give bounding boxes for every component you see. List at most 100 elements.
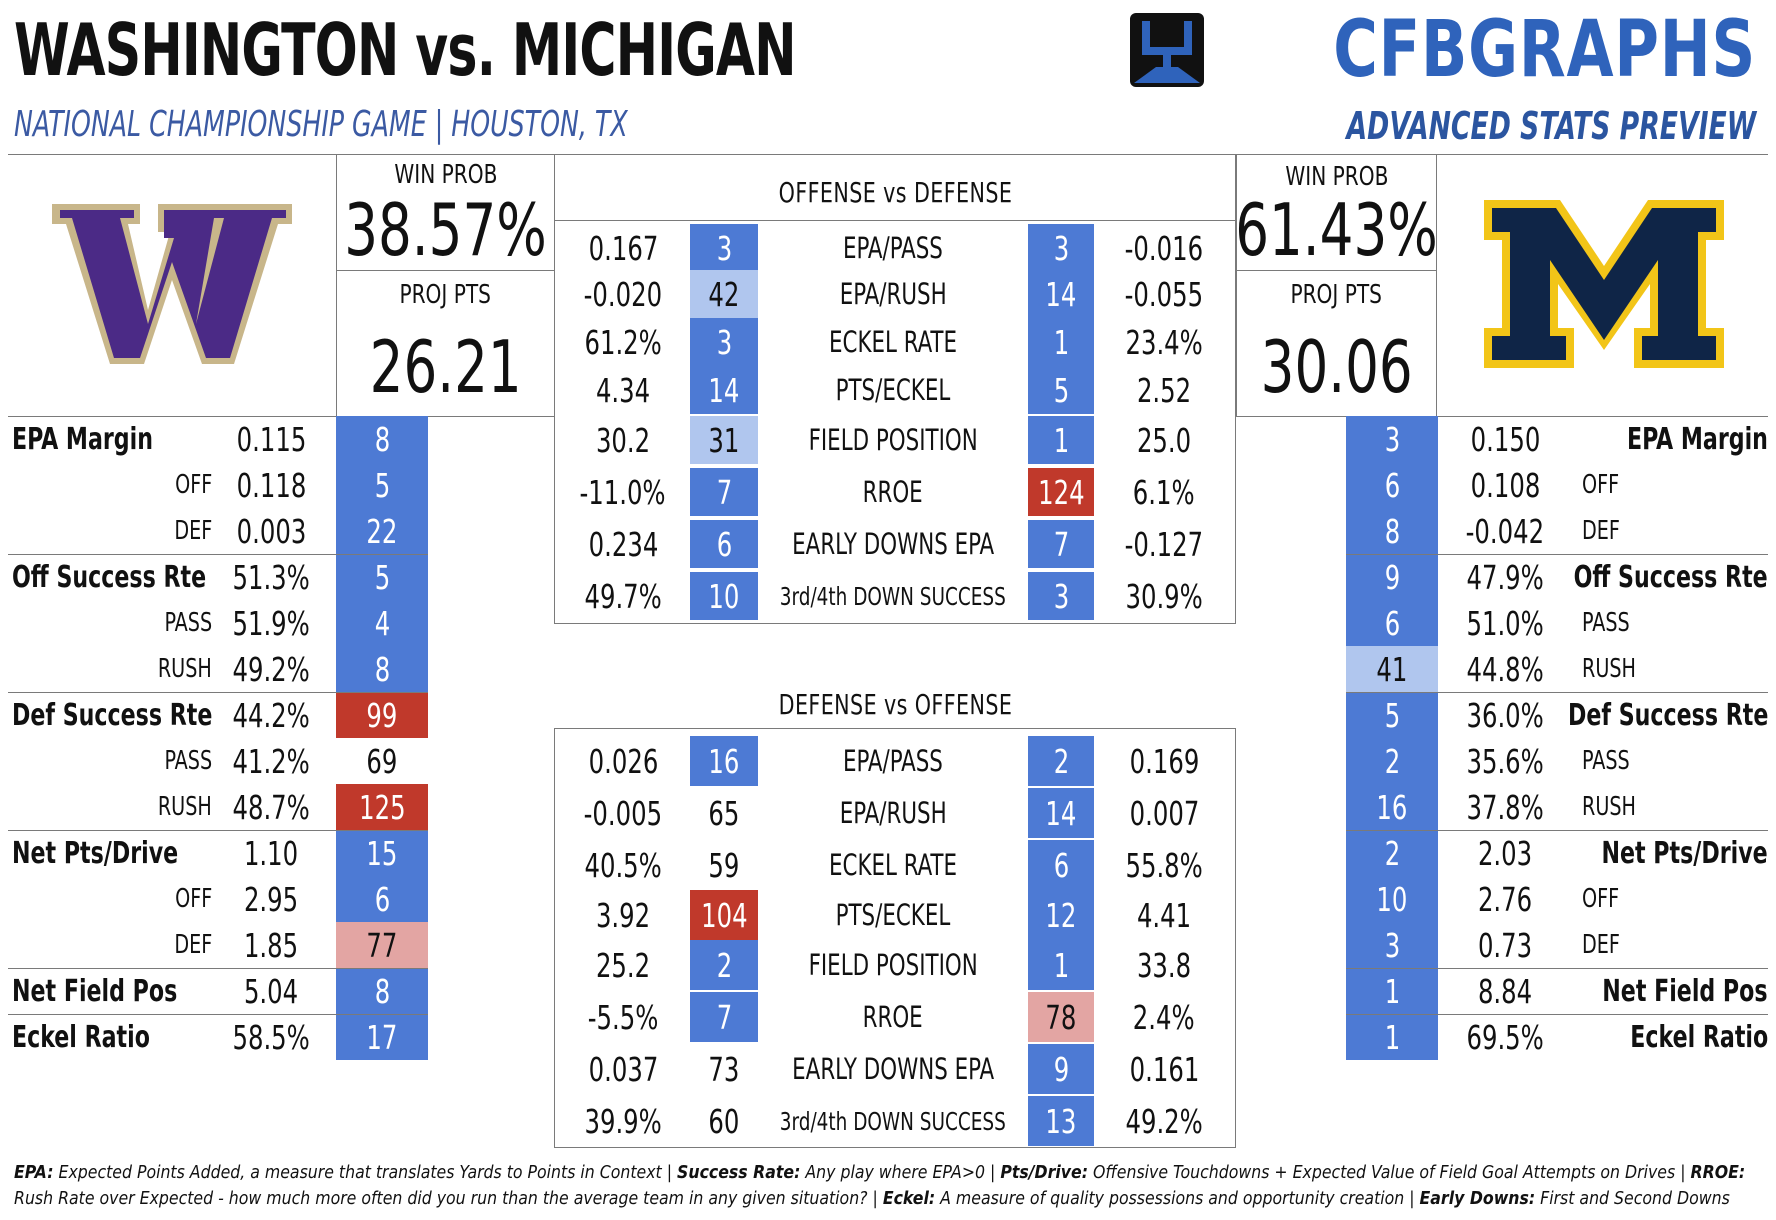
mich-stat-label-text: Def Success Rte — [1567, 697, 1768, 733]
wash-stat-value: 0.115 — [206, 416, 336, 462]
mich-matchup-value: 25.0 — [1094, 416, 1234, 464]
mich-stat-label-text: Net Field Pos — [1602, 973, 1768, 1009]
wash-matchup-rank-text: 2 — [716, 945, 732, 985]
mich-stat-rank: 2 — [1346, 738, 1438, 784]
footnote-term: Success Rate: — [677, 1163, 801, 1183]
wash-stat-label-text: PASS — [164, 608, 212, 638]
glossary-footnote: EPA: Expected Points Added, a measure th… — [14, 1160, 1762, 1212]
mich-matchup-rank-text: 13 — [1045, 1101, 1077, 1141]
mich-stat-rank: 2 — [1346, 830, 1438, 876]
mich-matchup-value: -0.127 — [1094, 520, 1234, 568]
mich-stat-value: -0.042 — [1440, 508, 1570, 554]
wash-stat-label: Net Field Pos — [12, 968, 232, 1014]
mich-stat-rank-text: 5 — [1384, 695, 1400, 735]
mich-stat-rank-text: 3 — [1384, 419, 1400, 459]
wash-matchup-value-text: 49.7% — [584, 576, 662, 616]
mich-stat-label-text: Eckel Ratio — [1630, 1019, 1768, 1055]
wash-stat-rank-text: 5 — [374, 557, 390, 597]
wash-stat-label-text: RUSH — [158, 654, 212, 684]
mich-matchup-rank-text: 1 — [1053, 420, 1069, 460]
wash-matchup-rank-text: 42 — [708, 274, 740, 314]
wash-matchup-value-text: -11.0% — [579, 472, 667, 512]
wash-stat-rank: 125 — [336, 784, 428, 830]
wash-matchup-value: 4.34 — [556, 366, 690, 414]
mich-matchup-rank-text: 3 — [1053, 576, 1069, 616]
mich-stat-value: 8.84 — [1440, 968, 1570, 1014]
wash-stat-label: Net Pts/Drive — [12, 830, 232, 876]
footnote-text: A measure of quality possessions and opp… — [935, 1189, 1420, 1209]
mich-stat-value-text: 69.5% — [1466, 1017, 1544, 1057]
wash-stat-label: Off Success Rte — [12, 554, 232, 600]
wash-stat-value: 0.003 — [206, 508, 336, 554]
mich-stat-label-text: OFF — [1582, 470, 1620, 500]
mich-stat-rank: 16 — [1346, 784, 1438, 830]
mich-stat-rank: 1 — [1346, 968, 1438, 1014]
mich-stat-rank: 6 — [1346, 600, 1438, 646]
wash-matchup-value-text: 0.234 — [588, 524, 658, 564]
preview-tagline: ADVANCED STATS PREVIEW — [1346, 104, 1756, 148]
wash-stat-label-text: Def Success Rte — [12, 697, 213, 733]
mich-matchup-value: 49.2% — [1094, 1096, 1234, 1146]
wash-stat-label: Eckel Ratio — [12, 1014, 232, 1060]
wash-stat-value: 58.5% — [206, 1014, 336, 1060]
wash-stat-rank: 69 — [336, 738, 428, 784]
wash-matchup-value: -11.0% — [556, 468, 690, 516]
mich-matchup-rank-text: 14 — [1045, 793, 1077, 833]
wash-matchup-rank-text: 7 — [716, 997, 732, 1037]
mich-stat-value-text: -0.042 — [1465, 511, 1545, 551]
wash-matchup-rank-text: 104 — [700, 895, 748, 935]
wash-matchup-value: 0.234 — [556, 520, 690, 568]
wash-matchup-value: 61.2% — [556, 318, 690, 366]
mich-matchup-rank: 3 — [1028, 224, 1094, 272]
mich-stat-label: OFF — [1582, 876, 1762, 922]
mich-stat-value: 44.8% — [1440, 646, 1570, 692]
wash-stat-label: DEF — [12, 508, 212, 554]
wash-matchup-value-text: 39.9% — [584, 1101, 662, 1141]
mich-stat-value: 47.9% — [1440, 554, 1570, 600]
wash-stat-label-text: Off Success Rte — [12, 559, 207, 595]
mich-stat-rank-text: 1 — [1384, 1017, 1400, 1057]
wash-stat-value: 5.04 — [206, 968, 336, 1014]
wash-stat-label: OFF — [12, 876, 212, 922]
mich-stat-value-text: 0.108 — [1470, 465, 1540, 505]
mich-matchup-value: 6.1% — [1094, 468, 1234, 516]
wash-stat-rank-text: 6 — [374, 879, 390, 919]
wash-stat-rank-text: 8 — [374, 971, 390, 1011]
mich-stat-label: Eckel Ratio — [1546, 1014, 1768, 1060]
wash-matchup-rank-text: 73 — [708, 1049, 740, 1089]
matchup-metric-text: 3rd/4th DOWN SUCCESS — [779, 1106, 1007, 1136]
mich-matchup-rank-text: 3 — [1053, 228, 1069, 268]
wash-stat-value-text: 0.003 — [236, 511, 306, 551]
wash-proj-pts-label: PROJ PTS — [399, 280, 492, 310]
mich-matchup-value: -0.016 — [1094, 224, 1234, 272]
mich-matchup-value-text: 0.169 — [1129, 741, 1199, 781]
wash-stat-value-text: 51.3% — [232, 557, 310, 597]
mich-matchup-value: 4.41 — [1094, 890, 1234, 940]
wash-matchup-value: 3.92 — [556, 890, 690, 940]
wash-matchup-rank: 2 — [690, 940, 758, 990]
mich-matchup-value-text: -0.016 — [1124, 228, 1204, 268]
wash-stat-value: 51.9% — [206, 600, 336, 646]
mich-matchup-rank-text: 12 — [1045, 895, 1077, 935]
game-subtitle: NATIONAL CHAMPIONSHIP GAME | HOUSTON, TX — [14, 104, 628, 145]
wash-stat-label-text: PASS — [164, 746, 212, 776]
matchup-metric: EARLY DOWNS EPA — [760, 520, 1026, 568]
matchup-metric: ECKEL RATE — [760, 840, 1026, 890]
matchup-metric: FIELD POSITION — [760, 940, 1026, 990]
mich-matchup-rank: 1 — [1028, 416, 1094, 464]
mich-stat-rank: 3 — [1346, 922, 1438, 968]
mich-matchup-value-text: -0.127 — [1124, 524, 1204, 564]
wash-matchup-rank-text: 6 — [716, 524, 732, 564]
matchup-metric-text: FIELD POSITION — [808, 423, 978, 457]
wash-stat-label-text: Net Field Pos — [12, 973, 178, 1009]
wash-stat-label-text: EPA Margin — [12, 421, 153, 457]
mich-matchup-value-text: 2.52 — [1136, 370, 1192, 410]
matchup-metric-text: RROE — [862, 1000, 924, 1034]
wash-stat-rank: 99 — [336, 692, 428, 738]
wash-matchup-value: 0.037 — [556, 1044, 690, 1094]
mich-win-prob: 61.43% — [1235, 188, 1438, 272]
footnote-term: RROE: — [1690, 1163, 1746, 1183]
wash-stat-rank-text: 125 — [358, 787, 406, 827]
wash-stat-value: 51.3% — [206, 554, 336, 600]
matchup-metric: 3rd/4th DOWN SUCCESS — [760, 1096, 1026, 1146]
